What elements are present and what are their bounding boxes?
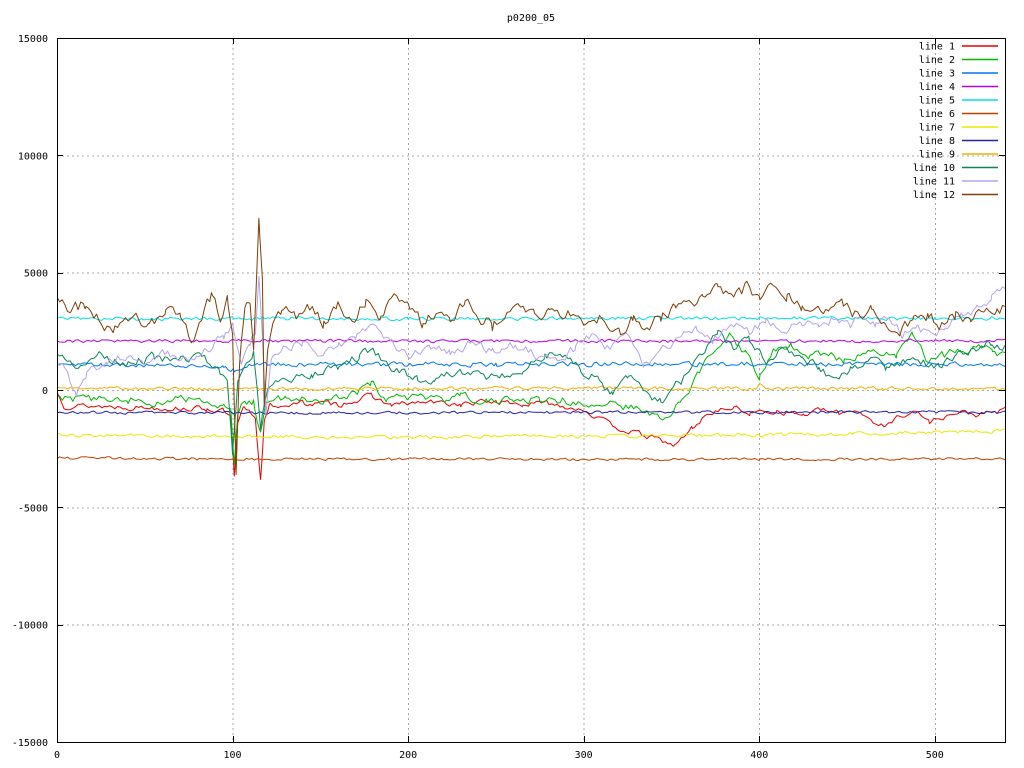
series-line-10 — [57, 329, 1005, 456]
series-line-4 — [57, 338, 1005, 344]
x-tick-label-400: 400 — [750, 750, 768, 761]
series-line-7 — [57, 428, 1005, 440]
x-tick-label-200: 200 — [399, 750, 417, 761]
x-tick-label-100: 100 — [224, 750, 242, 761]
legend-label-line-2: line 2 — [919, 55, 955, 66]
y-tick-label-5000: 5000 — [24, 269, 48, 280]
legend-item-line-9: line 9 — [919, 150, 998, 161]
legend-label-line-11: line 11 — [913, 177, 955, 188]
x-tick-label-0: 0 — [54, 750, 60, 761]
legend-item-line-5: line 5 — [919, 96, 998, 107]
legend-item-line-7: line 7 — [919, 123, 998, 134]
legend-label-line-10: line 10 — [913, 163, 955, 174]
legend-item-line-8: line 8 — [919, 136, 998, 147]
x-tick-label-300: 300 — [575, 750, 593, 761]
legend-label-line-9: line 9 — [919, 150, 955, 161]
legend-item-line-2: line 2 — [919, 55, 998, 66]
grid-lines — [57, 38, 1005, 742]
y-tick-label-10000: 10000 — [18, 151, 48, 162]
legend-label-line-6: line 6 — [919, 109, 955, 120]
series-line-8 — [57, 410, 1005, 415]
y-tick-label--15000: -15000 — [12, 738, 48, 749]
series-line-2 — [57, 331, 1005, 465]
series-line-3 — [57, 361, 1005, 373]
series-line-12 — [57, 217, 1005, 475]
legend-label-line-4: line 4 — [919, 82, 955, 93]
legend-label-line-5: line 5 — [919, 96, 955, 107]
legend-label-line-8: line 8 — [919, 136, 955, 147]
legend-item-line-1: line 1 — [919, 42, 998, 53]
legend-item-line-6: line 6 — [919, 109, 998, 120]
axis-tick-marks — [57, 38, 1005, 743]
chart-title: p0200_05 — [507, 13, 555, 24]
y-tick-label--5000: -5000 — [18, 503, 48, 514]
x-tick-label-500: 500 — [926, 750, 944, 761]
legend-item-line-4: line 4 — [919, 82, 998, 93]
legend-item-line-3: line 3 — [919, 69, 998, 80]
series-line-9 — [57, 383, 1005, 392]
legend-item-line-12: line 12 — [913, 190, 998, 201]
series-line-6 — [57, 456, 1005, 462]
legend-label-line-3: line 3 — [919, 69, 955, 80]
legend-label-line-12: line 12 — [913, 190, 955, 201]
series-line-11 — [57, 275, 1005, 416]
legend: line 1 line 2 line 3 line 4 line 5 line 6 line… — [913, 42, 998, 201]
y-tick-label-15000: 15000 — [18, 34, 48, 45]
legend-label-line-7: line 7 — [919, 123, 955, 134]
y-tick-label--10000: -10000 — [12, 621, 48, 632]
legend-label-line-1: line 1 — [919, 42, 955, 53]
axis-tick-labels: 0 100 200 300 400 500 -15000 -10000 -5000 0 5000 10… — [12, 34, 944, 761]
series-lines — [57, 217, 1005, 480]
series-line-5 — [57, 315, 1005, 322]
legend-item-line-11: line 11 — [913, 177, 998, 188]
y-tick-label-0: 0 — [42, 386, 48, 397]
legend-item-line-10: line 10 — [913, 163, 998, 174]
